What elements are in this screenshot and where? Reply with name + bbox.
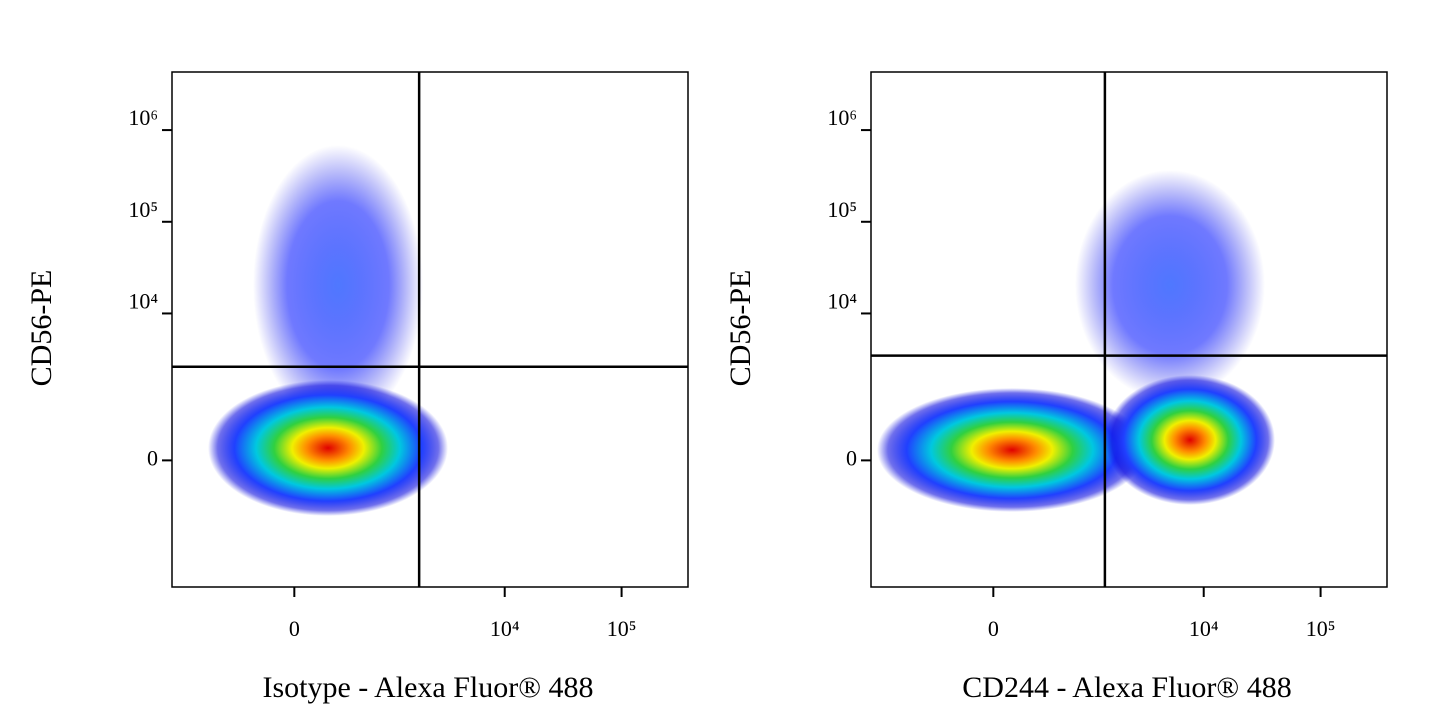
- plot-panel: 0 10⁴ 10⁵ 0 10⁴ 10⁵ 10⁶ CD244 - Alexa Fluor® 48…: [724, 71, 1388, 704]
- y-axis-label: CD56-PE: [25, 270, 58, 387]
- x-tick-label: 10⁴: [1189, 616, 1219, 641]
- y-tick-label: 10⁶: [827, 105, 857, 130]
- y-tick-label: 10⁵: [128, 197, 158, 222]
- x-tick-label: 10⁵: [607, 616, 637, 641]
- y-tick-label: 0: [147, 445, 158, 470]
- y-tick-label: 10⁴: [827, 288, 857, 313]
- y-axis-label: CD56-PE: [724, 270, 757, 387]
- plot-frame: [171, 71, 689, 588]
- x-axis-label: Isotype - Alexa Fluor® 488: [262, 671, 593, 704]
- density-cloud: [208, 380, 448, 516]
- density-cloud: [877, 388, 1147, 512]
- y-tick-label: 10⁶: [128, 105, 158, 130]
- y-tick-label: 10⁴: [128, 288, 158, 313]
- density-cloud: [1075, 170, 1265, 400]
- y-tick-label: 10⁵: [827, 197, 857, 222]
- x-tick-label: 0: [289, 616, 300, 641]
- x-tick-label: 10⁵: [1306, 616, 1336, 641]
- x-tick-label: 10⁴: [490, 616, 520, 641]
- density-cloud: [253, 145, 423, 425]
- density-cloud: [1105, 375, 1275, 505]
- x-tick-label: 0: [988, 616, 999, 641]
- density-clouds: [208, 145, 1275, 516]
- y-tick-label: 0: [846, 445, 857, 470]
- x-axis-label: CD244 - Alexa Fluor® 488: [962, 671, 1291, 704]
- plot-frame: [870, 71, 1388, 588]
- plot-panel: 0 10⁴ 10⁵ 0 10⁴ 10⁵ 10⁶ Isotype - Alexa Fluor® …: [25, 71, 689, 704]
